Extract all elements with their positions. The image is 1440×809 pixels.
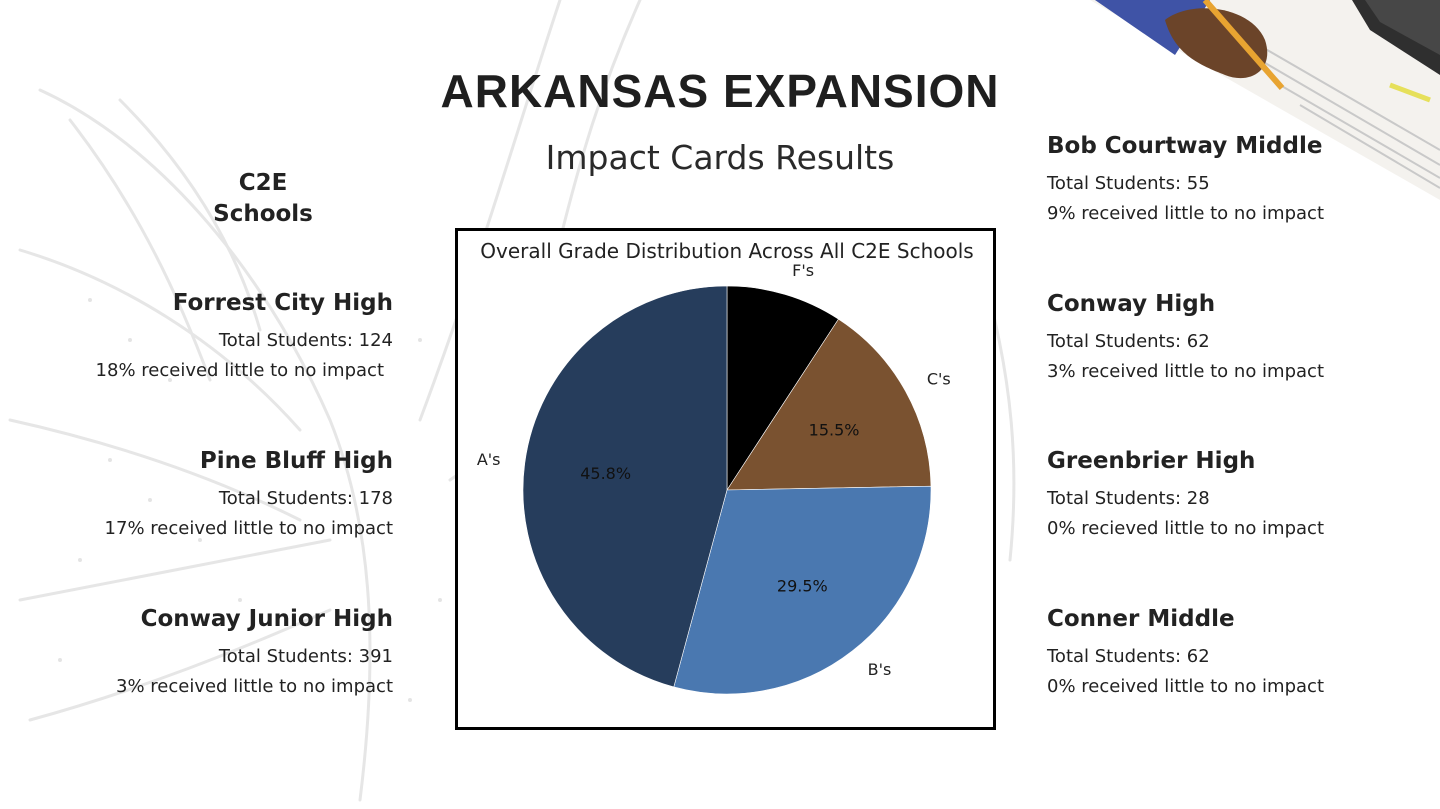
pie-category-label: A's bbox=[477, 450, 501, 469]
chart-title: Overall Grade Distribution Across All C2… bbox=[480, 239, 973, 263]
pie-slice-fs bbox=[726, 285, 839, 492]
pie-slice-as bbox=[522, 285, 728, 688]
school-name: Forrest City High bbox=[172, 290, 393, 316]
pie-category-label: C's bbox=[927, 369, 951, 388]
school-name: Bob Courtway Middle bbox=[1047, 133, 1323, 159]
pie-category-label: B's bbox=[868, 660, 892, 679]
pie-labels-group: F's C's 15.5% B's 29.5% A's 45.8% bbox=[477, 261, 951, 679]
school-total-students: Total Students: 178 bbox=[218, 488, 393, 509]
school-total-students: Total Students: 55 bbox=[1047, 173, 1210, 194]
school-total-students: Total Students: 124 bbox=[218, 330, 393, 351]
school-total-students: Total Students: 62 bbox=[1047, 331, 1210, 352]
pie-percent-label: 45.8% bbox=[580, 464, 631, 483]
school-card-conway-high: Conway High Total Students: 62 3% receiv… bbox=[1047, 289, 1407, 387]
school-impact: 3% received little to no impact bbox=[116, 676, 393, 697]
school-card-greenbrier-high: Greenbrier High Total Students: 28 0% re… bbox=[1047, 446, 1407, 544]
school-card-conner-middle: Conner Middle Total Students: 62 0% rece… bbox=[1047, 604, 1407, 702]
school-impact: 0% recieved little to no impact bbox=[1047, 518, 1324, 539]
pie-slice-bs bbox=[673, 485, 932, 695]
school-name: Conway Junior High bbox=[140, 606, 393, 632]
school-total-students: Total Students: 62 bbox=[1047, 646, 1210, 667]
school-impact: 3% received little to no impact bbox=[1047, 361, 1324, 382]
school-name: Greenbrier High bbox=[1047, 448, 1256, 474]
grade-distribution-pie-chart: Overall Grade Distribution Across All C2… bbox=[477, 239, 974, 695]
school-card-conway-junior-high: Conway Junior High Total Students: 391 3… bbox=[33, 604, 393, 702]
pie-percent-label: 15.5% bbox=[809, 421, 860, 440]
c2e-schools-heading: C2E Schools bbox=[163, 168, 363, 230]
school-impact: 18% received little to no impact bbox=[95, 360, 384, 381]
pie-slice-cs bbox=[726, 318, 932, 491]
slide-subtitle: Impact Cards Results bbox=[545, 138, 895, 177]
school-card-pine-bluff-high: Pine Bluff High Total Students: 178 17% … bbox=[33, 446, 393, 544]
chart-frame: Overall Grade Distribution Across All C2… bbox=[455, 228, 996, 730]
school-card-bob-courtway-middle: Bob Courtway Middle Total Students: 55 9… bbox=[1047, 131, 1407, 229]
c2e-heading-line1: C2E bbox=[238, 170, 288, 196]
school-name: Conner Middle bbox=[1047, 606, 1235, 632]
pie-percent-label: 29.5% bbox=[777, 576, 828, 595]
school-impact: 0% received little to no impact bbox=[1047, 676, 1324, 697]
school-impact: 9% received little to no impact bbox=[1047, 203, 1324, 224]
c2e-heading-line2: Schools bbox=[213, 201, 313, 227]
school-impact: 17% received little to no impact bbox=[104, 518, 393, 539]
school-name: Conway High bbox=[1047, 291, 1216, 317]
school-total-students: Total Students: 28 bbox=[1047, 488, 1210, 509]
school-total-students: Total Students: 391 bbox=[218, 646, 393, 667]
school-name: Pine Bluff High bbox=[199, 448, 393, 474]
pie-slices-group bbox=[522, 285, 932, 695]
school-card-forrest-city-high: Forrest City High Total Students: 124 18… bbox=[33, 288, 393, 386]
slide-title: ARKANSAS EXPANSION bbox=[440, 65, 1000, 117]
pie-category-label: F's bbox=[792, 261, 814, 280]
